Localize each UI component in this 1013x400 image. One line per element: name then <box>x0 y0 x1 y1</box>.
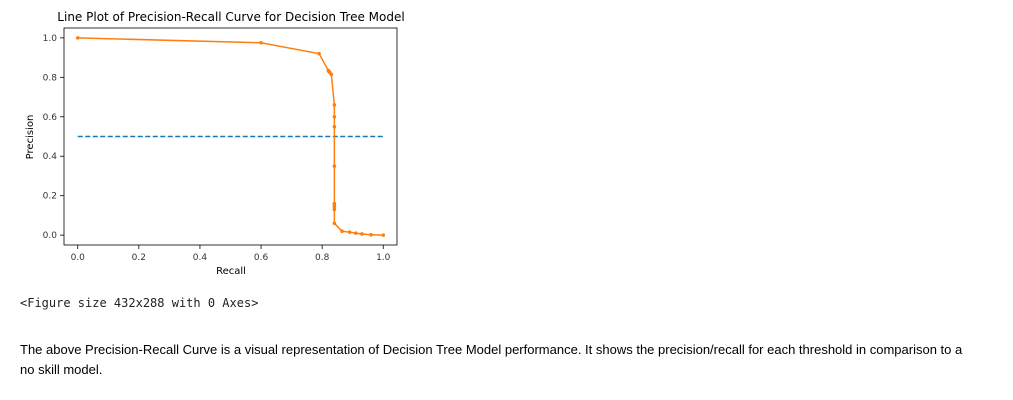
data-point <box>332 124 337 129</box>
y-tick-label: 0.8 <box>43 73 58 83</box>
data-point <box>360 232 364 236</box>
y-tick-label: 0.0 <box>43 231 58 241</box>
data-point <box>332 221 337 226</box>
x-tick-label: 0.2 <box>132 253 146 263</box>
data-point <box>75 36 80 40</box>
y-tick-label: 1.0 <box>43 34 58 44</box>
series-layer <box>75 36 386 237</box>
pr-curve-chart: Line Plot of Precision-Recall Curve for … <box>25 10 405 277</box>
x-tick-label: 0.6 <box>254 253 269 263</box>
data-point <box>381 233 386 237</box>
data-point <box>332 114 337 119</box>
data-point <box>332 103 337 107</box>
y-axis-ticks: 0.0 0.2 0.4 0.6 0.8 1.0 <box>43 34 64 241</box>
x-tick-label: 1.0 <box>376 253 391 263</box>
plot-frame <box>63 27 398 246</box>
x-tick-label: 0.4 <box>193 253 208 263</box>
figure-size-output: <Figure size 432x288 with 0 Axes> <box>20 296 259 310</box>
y-tick-label: 0.6 <box>43 113 58 123</box>
data-point <box>259 40 263 45</box>
data-point <box>340 229 344 233</box>
plot-area <box>63 27 398 246</box>
data-point <box>353 231 358 235</box>
chart-description: The above Precision-Recall Curve is a vi… <box>20 342 963 377</box>
y-axis-label: Precision <box>25 115 36 160</box>
x-tick-label: 0.8 <box>315 253 330 263</box>
y-tick-label: 0.2 <box>43 192 57 202</box>
data-point <box>332 207 337 212</box>
chart-title: Line Plot of Precision-Recall Curve for … <box>57 10 404 24</box>
data-point <box>369 232 373 237</box>
data-point <box>329 72 334 77</box>
x-axis-ticks: 0.0 0.2 0.4 0.6 0.8 1.0 <box>71 245 391 263</box>
data-point <box>317 51 321 56</box>
x-tick-label: 0.0 <box>71 253 86 263</box>
data-point <box>332 164 337 168</box>
data-point <box>347 230 352 234</box>
y-tick-label: 0.4 <box>43 152 58 162</box>
x-axis-label: Recall <box>216 266 246 277</box>
